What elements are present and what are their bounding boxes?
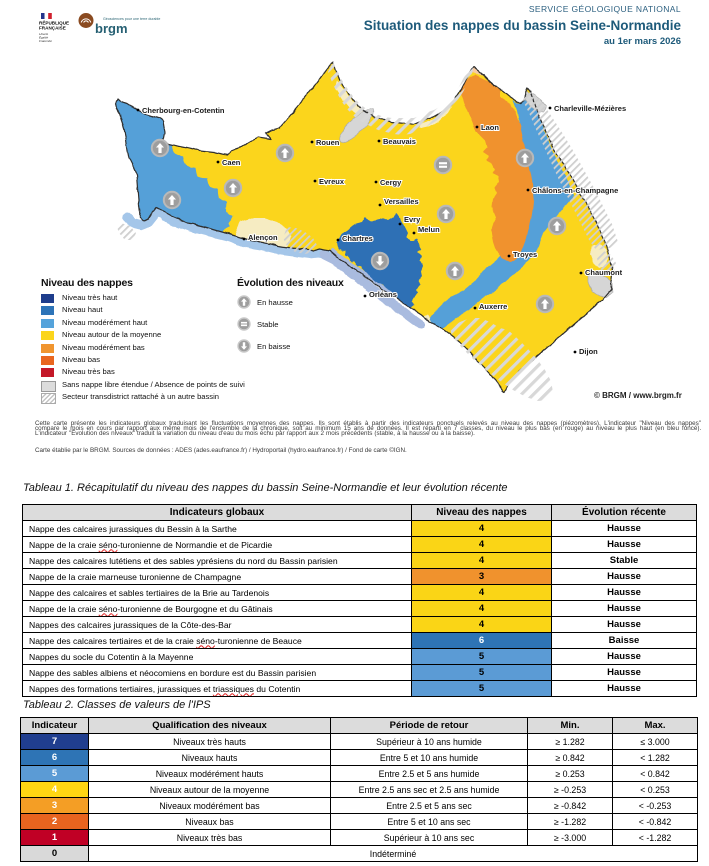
svg-text:Troyes: Troyes bbox=[513, 250, 537, 259]
svg-text:Caen: Caen bbox=[222, 158, 241, 167]
svg-text:Alençon: Alençon bbox=[248, 233, 278, 242]
svg-text:Chartres: Chartres bbox=[342, 234, 373, 243]
svg-text:Evry: Evry bbox=[404, 215, 421, 224]
svg-text:Melun: Melun bbox=[418, 225, 440, 234]
svg-text:Châlons-en-Champagne: Châlons-en-Champagne bbox=[532, 186, 618, 195]
svg-text:Fraternité: Fraternité bbox=[39, 39, 52, 43]
svg-text:© BRGM / www.brgm.fr: © BRGM / www.brgm.fr bbox=[594, 391, 682, 400]
svg-text:En hausse: En hausse bbox=[257, 298, 293, 307]
svg-text:Géosciences pour une terre dur: Géosciences pour une terre durable bbox=[103, 17, 160, 21]
svg-text:Beauvais: Beauvais bbox=[383, 137, 416, 146]
svg-text:brgm: brgm bbox=[95, 21, 128, 36]
svg-text:Chaumont: Chaumont bbox=[585, 268, 623, 277]
svg-text:Auxerre: Auxerre bbox=[479, 302, 507, 311]
svg-text:Dijon: Dijon bbox=[579, 347, 598, 356]
svg-text:RÉPUBLIQUE: RÉPUBLIQUE bbox=[39, 19, 69, 26]
svg-text:Evreux: Evreux bbox=[319, 177, 345, 186]
svg-text:Versailles: Versailles bbox=[384, 197, 419, 206]
svg-text:Charleville-Mézières: Charleville-Mézières bbox=[554, 104, 626, 113]
svg-text:Liberté: Liberté bbox=[39, 32, 49, 36]
svg-text:Rouen: Rouen bbox=[316, 138, 340, 147]
svg-text:Égalité: Égalité bbox=[39, 35, 49, 40]
svg-text:Stable: Stable bbox=[257, 320, 279, 329]
svg-text:FRANÇAISE: FRANÇAISE bbox=[39, 26, 66, 31]
svg-text:Laon: Laon bbox=[481, 123, 499, 132]
svg-text:Cherbourg-en-Cotentin: Cherbourg-en-Cotentin bbox=[142, 106, 225, 115]
svg-text:En baisse: En baisse bbox=[257, 342, 290, 351]
svg-text:Orléans: Orléans bbox=[369, 290, 397, 299]
svg-text:Cergy: Cergy bbox=[380, 178, 402, 187]
